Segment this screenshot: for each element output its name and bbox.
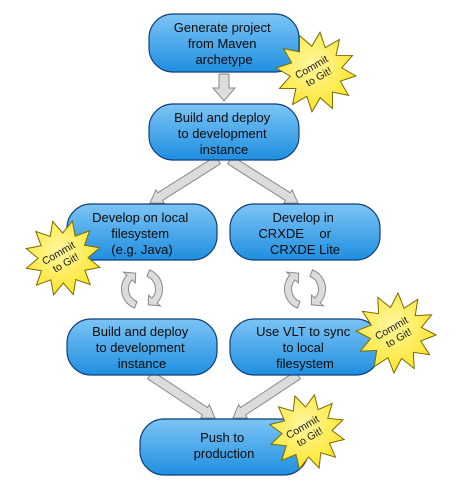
- node-develop-local: Develop on local filesystem (e.g. Java): [66, 203, 218, 261]
- commit-badge-1: Commit to Git!: [274, 30, 358, 114]
- node-generate-project: Generate project from Maven archetype: [148, 13, 300, 73]
- commit-badge-2: Commit to Git!: [25, 220, 101, 296]
- commit-badge-3: Commit to Git!: [354, 291, 438, 375]
- node-develop-crxde-label: Develop in CRXDE or CRXDE Lite: [258, 210, 340, 257]
- node-build-deploy-top: Build and deploy to development instance: [148, 103, 300, 161]
- node-generate-label: Generate project from Maven archetype: [174, 20, 274, 67]
- arrow-generate-to-build: [211, 73, 237, 102]
- arrow-build-to-develop-crxde: [226, 155, 299, 204]
- node-vlt-sync-label: Use VLT to sync to local filesystem: [256, 324, 354, 371]
- connector-arrows: [146, 73, 302, 419]
- commit-badge-4: Commit to Git!: [268, 393, 346, 471]
- refresh-cycle-icon: [120, 269, 164, 309]
- refresh-cycle-icon: [283, 269, 327, 309]
- arrow-vlt-to-push: [232, 370, 302, 419]
- node-build-deploy-bottom: Build and deploy to development instance: [66, 318, 218, 376]
- arrow-build-to-develop-local: [149, 155, 222, 204]
- cycle-arrow-left: [120, 271, 138, 309]
- node-develop-crxde: Develop in CRXDE or CRXDE Lite: [229, 203, 381, 261]
- node-develop-local-label: Develop on local filesystem (e.g. Java): [92, 210, 192, 257]
- node-push-production: Push to production: [139, 418, 309, 476]
- node-push-label: Push to production: [194, 430, 255, 461]
- node-build-top-label: Build and deploy to development instance: [174, 110, 274, 157]
- arrow-build-bottom-to-push: [146, 370, 216, 419]
- node-build-bottom-label: Build and deploy to development instance: [92, 324, 192, 371]
- cycle-arrow-right: [146, 269, 164, 307]
- cycle-arrow-right: [309, 269, 327, 307]
- node-vlt-sync: Use VLT to sync to local filesystem: [229, 318, 381, 376]
- cycle-arrow-left: [283, 271, 301, 309]
